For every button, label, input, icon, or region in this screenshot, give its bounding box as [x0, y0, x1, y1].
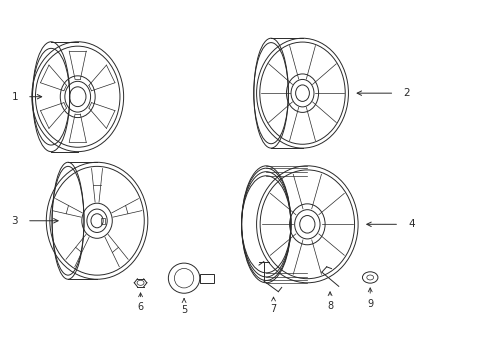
Text: 6: 6: [137, 293, 143, 312]
Text: 8: 8: [326, 292, 332, 311]
Text: 7: 7: [270, 297, 276, 314]
Bar: [200, 274, 214, 283]
Text: 5: 5: [181, 299, 187, 315]
Text: 2: 2: [402, 88, 409, 98]
Text: 1: 1: [12, 92, 18, 102]
Text: 3: 3: [12, 216, 18, 226]
Text: 9: 9: [366, 288, 372, 309]
Text: 4: 4: [407, 219, 414, 229]
